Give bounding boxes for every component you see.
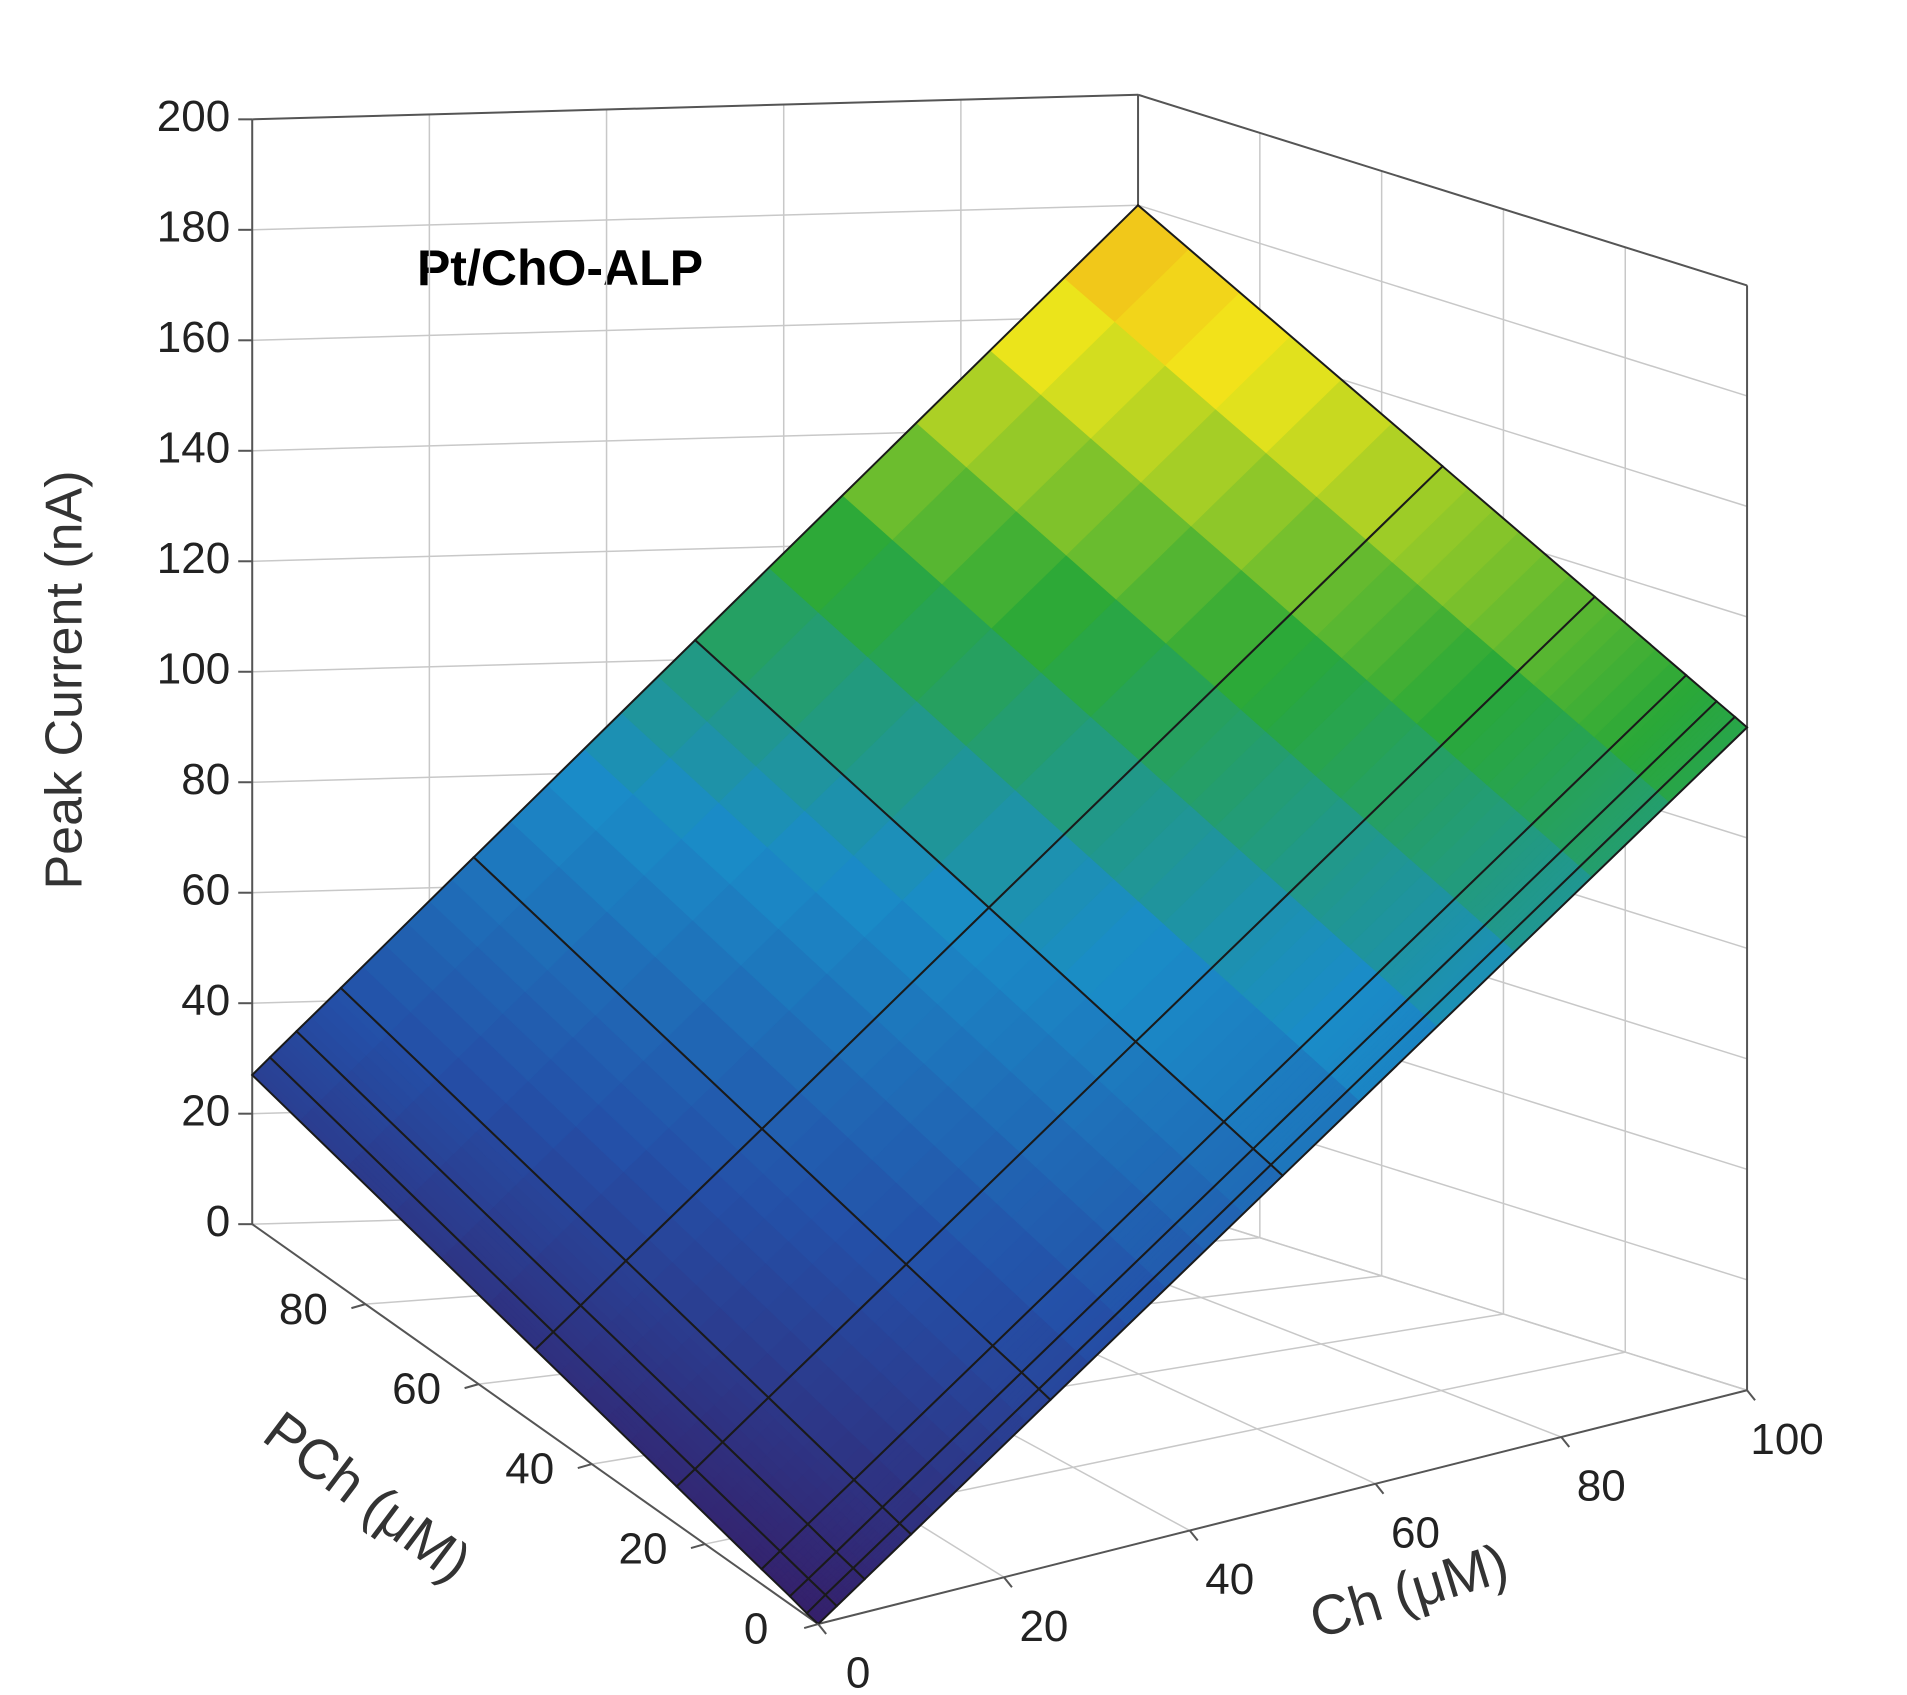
z-tick-label: 120 (157, 534, 230, 583)
surface-patch (533, 1330, 697, 1488)
surface-patch (767, 1263, 995, 1482)
x-tick-label: 20 (1019, 1602, 1068, 1651)
surface-patch (987, 464, 1597, 1044)
x-tick-label: 100 (1750, 1415, 1823, 1464)
z-tick-label: 60 (181, 865, 230, 914)
z-tick-label: 80 (181, 755, 230, 804)
x-tick (1188, 1529, 1199, 1542)
y-tick-label: 40 (505, 1445, 554, 1494)
surface-patch (1269, 715, 1749, 1178)
mesh-line (805, 1593, 839, 1626)
z-tick-label: 100 (157, 644, 230, 693)
grid-line (1137, 1198, 1748, 1391)
axis-line (251, 1223, 819, 1625)
x-tick-label: 40 (1205, 1555, 1254, 1604)
surface-patch (1222, 673, 1719, 1151)
y-tick (803, 1623, 819, 1629)
y-tick (464, 1383, 479, 1390)
z-tick-label: 20 (181, 1086, 230, 1135)
x-tick-label: 0 (846, 1649, 870, 1695)
surface-patch (268, 1029, 583, 1334)
y-tick (690, 1543, 706, 1550)
y-tick (351, 1303, 366, 1310)
x-tick-label: 60 (1391, 1508, 1440, 1557)
y-axis-label: PCh (μM) (253, 1399, 483, 1594)
y-tick-label: 20 (618, 1525, 667, 1574)
x-tick (817, 1623, 827, 1635)
surface-patch (551, 1304, 725, 1471)
grid-line (252, 204, 1139, 231)
z-tick-label: 0 (206, 1197, 230, 1246)
surface-patch (760, 906, 1138, 1266)
y-tick (577, 1463, 593, 1470)
chart-title: Pt/ChO-ALP (417, 240, 703, 296)
surface-patch (805, 1593, 839, 1626)
axis-line (1137, 93, 1748, 287)
z-tick-label: 200 (157, 92, 230, 141)
z-tick-label: 140 (157, 423, 230, 472)
surface-patch (852, 1344, 1024, 1509)
surface-patch (1020, 1147, 1273, 1391)
surface-patch (788, 1577, 827, 1615)
surface-patch (881, 1371, 1041, 1525)
surface-patch (675, 1467, 782, 1571)
surface-patch (991, 1120, 1255, 1374)
x-tick (1560, 1436, 1571, 1448)
surface-patch (904, 1040, 1226, 1348)
grid-line (1137, 204, 1748, 397)
axis-line (817, 1389, 1748, 1625)
z-tick-label: 40 (181, 976, 230, 1025)
axis-line (252, 93, 1139, 121)
z-axis-label: Peak Current (nA) (36, 470, 94, 889)
x-tick (1746, 1389, 1756, 1401)
surface-patch (295, 986, 628, 1307)
surface-patch (579, 1259, 770, 1444)
surface-patch (472, 638, 991, 1131)
surface-patch (1037, 1163, 1285, 1402)
y-tick-label: 0 (744, 1605, 768, 1654)
x-tick (1374, 1483, 1385, 1495)
y-tick-label: 60 (392, 1365, 441, 1414)
x-tick-label: 80 (1577, 1462, 1626, 1511)
z-tick-label: 160 (157, 313, 230, 362)
z-tick-label: 180 (157, 202, 230, 251)
grid-line (252, 314, 1139, 342)
y-tick-label: 80 (279, 1285, 328, 1334)
x-tick (1003, 1576, 1013, 1588)
surface-patch (851, 1522, 913, 1581)
